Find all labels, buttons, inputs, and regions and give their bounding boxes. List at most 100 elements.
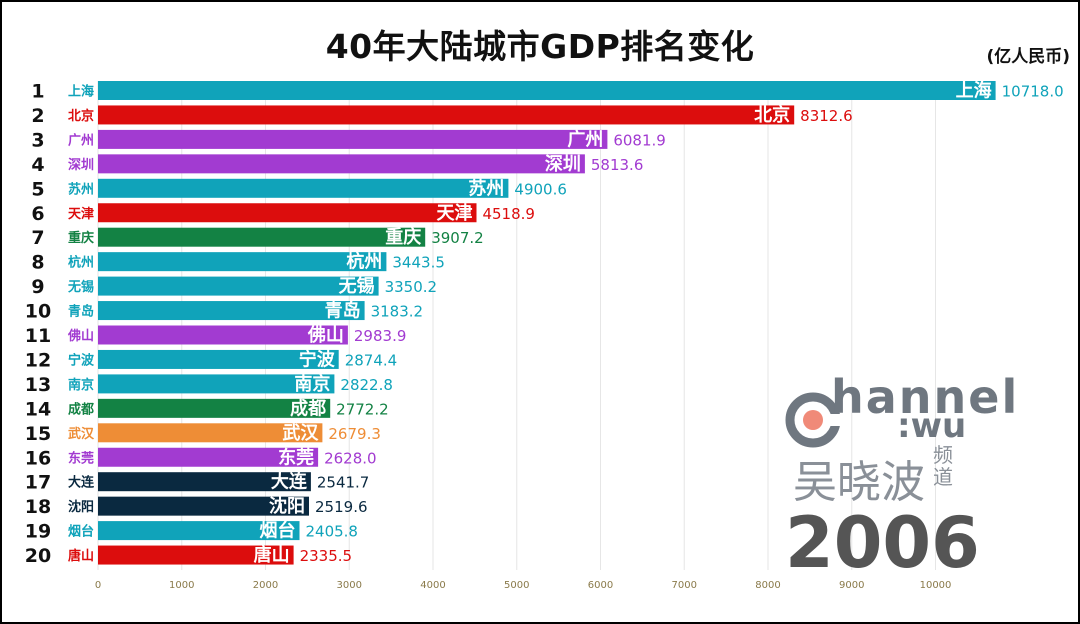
value-label: 2772.2 xyxy=(336,400,389,418)
bar xyxy=(98,447,319,467)
value-label: 2405.8 xyxy=(305,523,358,541)
x-tick-label: 7000 xyxy=(672,580,697,591)
bar-city-label: 北京 xyxy=(754,104,790,126)
value-label: 2628.0 xyxy=(324,449,377,467)
rank-label: 3 xyxy=(31,129,44,151)
rank-label: 16 xyxy=(25,447,51,469)
city-label: 青岛 xyxy=(68,304,94,320)
bar-city-label: 烟台 xyxy=(259,520,295,542)
bar xyxy=(98,521,300,541)
city-label: 苏州 xyxy=(68,181,94,197)
watermark-name-sub: 频道 xyxy=(933,443,953,489)
rank-label: 8 xyxy=(31,252,44,274)
rank-label: 13 xyxy=(25,374,51,396)
rank-label: 1 xyxy=(31,81,44,103)
city-label: 沈阳 xyxy=(68,499,94,515)
x-axis-ticks: 0 1000 2000 3000 4000 5000 6000 7000 8000 9000 100… xyxy=(95,580,952,591)
bar-city-label: 成都 xyxy=(290,397,326,419)
bar-city-label: 佛山 xyxy=(307,324,344,346)
bar-city-label: 重庆 xyxy=(385,226,421,248)
city-label: 上海 xyxy=(68,84,94,100)
city-label: 广州 xyxy=(68,132,94,148)
city-label: 大连 xyxy=(68,475,95,491)
rank-label: 12 xyxy=(25,349,51,371)
rank-label: 7 xyxy=(31,227,44,249)
chart-title: 40年大陆城市GDP排名变化 xyxy=(325,27,755,66)
value-label: 2541.7 xyxy=(317,474,370,492)
bar-city-label: 苏州 xyxy=(468,177,504,199)
value-label: 5813.6 xyxy=(591,156,644,174)
rank-label: 4 xyxy=(31,154,44,176)
bar xyxy=(98,178,509,198)
x-tick-label: 3000 xyxy=(337,580,362,591)
value-label: 8312.6 xyxy=(800,107,853,125)
rank-label: 15 xyxy=(25,423,51,445)
bar xyxy=(98,325,348,345)
bar xyxy=(98,154,585,174)
city-label: 宁波 xyxy=(68,352,95,368)
bar xyxy=(98,252,387,272)
bar-city-label: 南京 xyxy=(294,373,330,395)
value-label: 3350.2 xyxy=(385,278,438,296)
bar xyxy=(98,496,309,516)
bar xyxy=(98,276,379,296)
x-tick-label: 5000 xyxy=(504,580,529,591)
bar xyxy=(98,105,795,125)
bar xyxy=(98,374,335,394)
city-label: 重庆 xyxy=(68,230,94,246)
bar xyxy=(98,349,339,369)
value-label: 2822.8 xyxy=(340,376,393,394)
bar-city-label: 宁波 xyxy=(299,348,336,370)
watermark-name: 吴晓波 xyxy=(793,457,925,508)
bar-city-label: 沈阳 xyxy=(269,495,305,517)
city-label: 佛山 xyxy=(67,328,94,344)
value-label: 4900.6 xyxy=(514,180,567,198)
rank-label: 10 xyxy=(25,301,51,323)
bar xyxy=(98,472,311,492)
channel-watermark: hannel :wu 吴晓波 频道 2006 xyxy=(785,370,1017,610)
bar-city-label: 东莞 xyxy=(278,446,314,468)
x-tick-label: 2000 xyxy=(253,580,278,591)
rank-label: 11 xyxy=(25,325,51,347)
bar xyxy=(98,398,331,418)
x-tick-label: 6000 xyxy=(588,580,613,591)
bar xyxy=(98,545,294,565)
city-label: 成都 xyxy=(68,401,94,417)
value-label: 6081.9 xyxy=(613,131,666,149)
value-label: 2519.6 xyxy=(315,498,368,516)
bar-city-label: 唐山 xyxy=(254,544,290,566)
bar-city-label: 深圳 xyxy=(545,153,581,175)
city-label: 烟台 xyxy=(68,524,94,540)
channel-logo-icon xyxy=(785,392,841,448)
bar-city-label: 天津 xyxy=(436,202,472,224)
value-label: 3907.2 xyxy=(431,229,484,247)
value-label: 10718.0 xyxy=(1002,83,1064,101)
rank-label: 6 xyxy=(31,203,44,225)
value-label: 4518.9 xyxy=(482,205,535,223)
rank-label: 9 xyxy=(31,276,44,298)
year-label: 2006 xyxy=(785,502,980,584)
city-label: 杭州 xyxy=(68,255,94,271)
value-label: 3443.5 xyxy=(392,254,445,272)
city-label: 南京 xyxy=(68,377,94,393)
x-tick-label: 1000 xyxy=(169,580,194,591)
rank-label: 5 xyxy=(31,178,44,200)
rank-label: 18 xyxy=(25,496,51,518)
x-tick-label: 4000 xyxy=(420,580,445,591)
value-label: 2874.4 xyxy=(345,351,398,369)
value-label: 3183.2 xyxy=(371,303,424,321)
rank-label: 17 xyxy=(25,472,51,494)
city-label: 武汉 xyxy=(68,426,95,442)
rank-label: 2 xyxy=(31,105,44,127)
x-tick-label: 8000 xyxy=(755,580,780,591)
city-label: 天津 xyxy=(68,206,94,222)
city-label: 北京 xyxy=(68,108,94,124)
bar-city-label: 武汉 xyxy=(282,423,319,444)
x-tick-label: 9000 xyxy=(839,580,864,591)
x-tick-label: 0 xyxy=(95,580,101,591)
rank-label: 20 xyxy=(25,545,51,567)
bar xyxy=(98,129,608,149)
bar xyxy=(98,203,477,223)
city-label: 东莞 xyxy=(68,450,94,466)
